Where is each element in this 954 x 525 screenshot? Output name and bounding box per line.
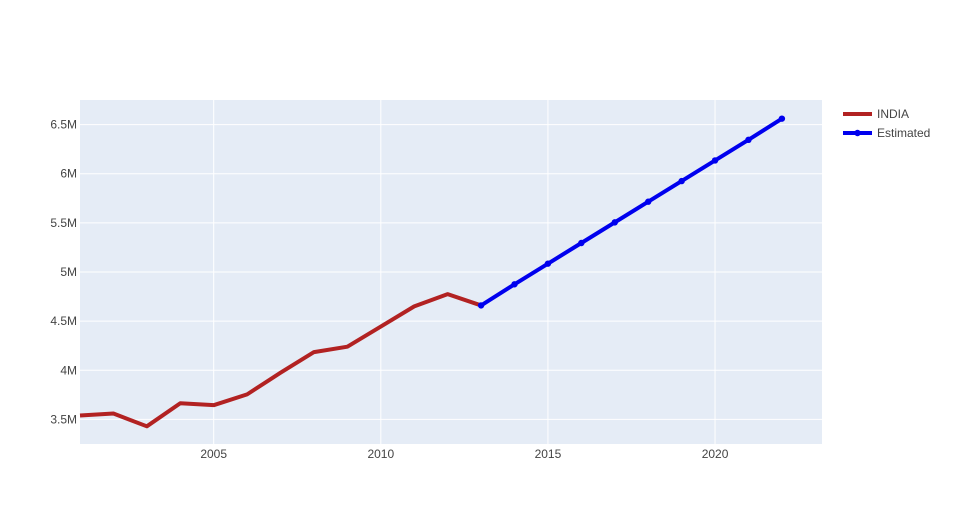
data-point xyxy=(611,219,618,226)
data-point xyxy=(711,157,719,164)
data-point xyxy=(544,260,552,267)
y-tick-label: 4.5M xyxy=(50,314,77,328)
y-tick-label: 4M xyxy=(60,363,77,377)
series-line xyxy=(79,292,482,429)
legend-marker xyxy=(854,129,861,137)
y-tick-label: 6.5M xyxy=(50,118,77,132)
data-point xyxy=(578,239,585,247)
data-point xyxy=(477,302,485,309)
data-point xyxy=(644,198,652,205)
y-tick-label: 5.5M xyxy=(50,216,77,230)
series-india xyxy=(79,292,482,429)
y-tick-label: 3.5M xyxy=(50,412,77,426)
data-point xyxy=(745,136,752,144)
y-axis-ticks: 3.5M 4M 4.5M 5M 5.5M 6M 6.5M xyxy=(50,118,77,427)
x-tick-label: 2010 xyxy=(367,447,394,461)
x-tick-label: 2015 xyxy=(535,447,562,461)
data-point xyxy=(511,281,518,288)
x-tick-label: 2005 xyxy=(200,447,227,461)
data-point xyxy=(678,177,685,185)
series-line xyxy=(480,116,783,308)
series-estimated xyxy=(477,115,786,309)
series-lines xyxy=(79,115,786,429)
legend-item-estimated[interactable]: Estimated xyxy=(843,126,930,140)
x-tick-label: 2020 xyxy=(702,447,729,461)
legend-label: Estimated xyxy=(877,126,930,140)
data-point xyxy=(778,115,786,122)
legend-item-india[interactable]: INDIA xyxy=(843,107,909,121)
legend-label: INDIA xyxy=(877,107,909,121)
gridlines xyxy=(80,100,822,444)
legend: INDIA Estimated xyxy=(843,107,930,140)
y-tick-label: 6M xyxy=(60,167,77,181)
x-axis-ticks: 2005 2010 2015 2020 xyxy=(200,447,728,461)
y-tick-label: 5M xyxy=(60,265,77,279)
